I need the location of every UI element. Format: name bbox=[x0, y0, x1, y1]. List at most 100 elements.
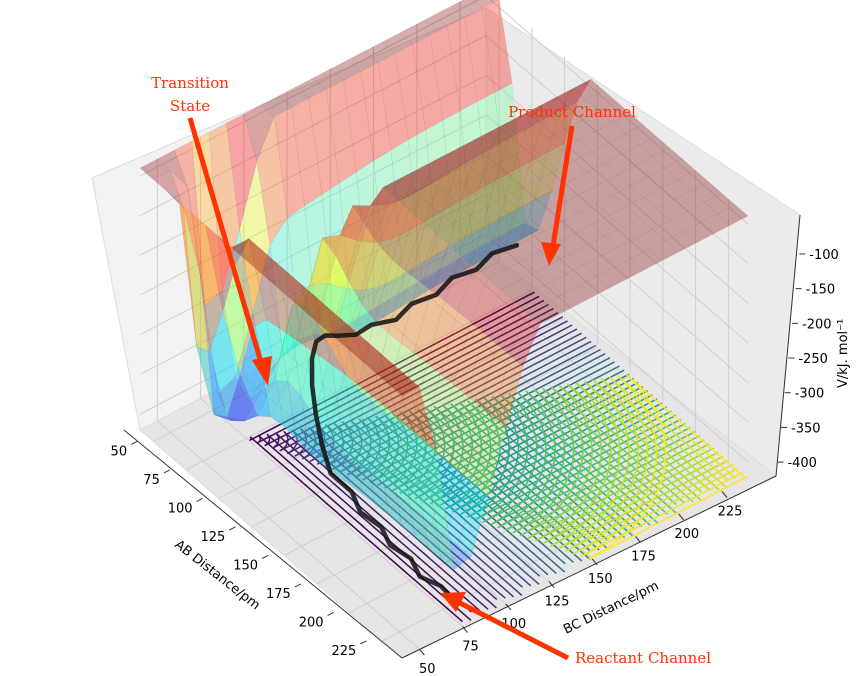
surface-patch bbox=[274, 260, 306, 347]
z-axis-line bbox=[775, 214, 801, 477]
surface-patch bbox=[357, 320, 389, 402]
surface-patch bbox=[304, 237, 336, 325]
surface-patch bbox=[504, 260, 537, 282]
surface-patch bbox=[408, 200, 441, 222]
surface-patch bbox=[405, 441, 437, 513]
contour-ring bbox=[587, 373, 748, 561]
contour-ring bbox=[444, 398, 658, 539]
surface-patch bbox=[573, 78, 605, 100]
surface-patch bbox=[356, 204, 388, 244]
contour-ring bbox=[384, 365, 620, 563]
surface-patch bbox=[625, 124, 657, 146]
trajectory-line bbox=[309, 243, 520, 601]
surface-patch bbox=[621, 217, 654, 239]
x-tick-mark bbox=[360, 640, 367, 645]
x-tick-label: 100 bbox=[168, 501, 193, 516]
surface-patch bbox=[538, 96, 570, 118]
surface-patch bbox=[556, 233, 589, 255]
surface-patch bbox=[530, 137, 562, 159]
y-tick-label: 50 bbox=[419, 662, 436, 676]
surface-patch bbox=[217, 375, 249, 422]
surface-patch bbox=[360, 238, 392, 291]
surface-patch bbox=[270, 272, 302, 294]
surface-patch bbox=[352, 187, 384, 227]
y-tick-mark bbox=[678, 513, 685, 521]
surface-patch bbox=[418, 452, 450, 524]
surface-patch bbox=[608, 133, 640, 155]
surface-patch bbox=[717, 204, 749, 226]
surface-patch bbox=[460, 101, 491, 252]
surface-patch bbox=[386, 289, 418, 308]
surface-patch bbox=[373, 149, 405, 302]
x-tick-label: 175 bbox=[266, 587, 291, 602]
grid-x-125 bbox=[251, 346, 598, 528]
surface-patch bbox=[590, 142, 623, 164]
surface-patch bbox=[257, 261, 289, 283]
surface-patch bbox=[409, 362, 441, 443]
surface-patch bbox=[139, 158, 171, 180]
surface-patch bbox=[457, 266, 489, 323]
surface-patch bbox=[468, 218, 501, 268]
surface-patch bbox=[403, 279, 436, 298]
surface-patch bbox=[414, 522, 446, 549]
surface-patch bbox=[568, 99, 601, 121]
surface-patch bbox=[438, 260, 470, 278]
surface-patch bbox=[205, 224, 237, 312]
contour-ring bbox=[271, 303, 549, 612]
surface-patch bbox=[392, 430, 424, 502]
surface-patch bbox=[370, 394, 402, 527]
surface-patch bbox=[469, 132, 501, 154]
surface-patch bbox=[395, 189, 428, 211]
surface-patch bbox=[546, 100, 579, 154]
surface-patch bbox=[433, 5, 465, 27]
surface-patch bbox=[405, 374, 438, 452]
surface-patch bbox=[375, 363, 407, 385]
surface-patch bbox=[447, 162, 480, 184]
surface-patch bbox=[317, 254, 349, 350]
surface-patch bbox=[396, 352, 428, 432]
surface-patch bbox=[378, 198, 410, 261]
surface-patch bbox=[486, 123, 518, 145]
surface-patch bbox=[244, 249, 276, 271]
surface-patch bbox=[196, 345, 228, 418]
grid-x-100 bbox=[218, 317, 565, 499]
contour-ring bbox=[527, 384, 710, 539]
surface-patch bbox=[669, 210, 701, 232]
surface-patch bbox=[325, 80, 357, 184]
surface-patch bbox=[399, 257, 431, 309]
surface-patch bbox=[639, 208, 671, 230]
surface-patch bbox=[391, 188, 423, 240]
x-axis-ticks: 50 75 100 125 150 175 200 225 bbox=[111, 440, 367, 659]
surface-patch bbox=[260, 95, 292, 117]
annotations: Transition State Product Channel Reactan… bbox=[151, 74, 711, 667]
z-tick-label: -350 bbox=[791, 421, 821, 436]
surface-patch bbox=[586, 90, 618, 112]
surface-patch bbox=[353, 400, 384, 472]
surface-patch bbox=[204, 289, 236, 395]
surface-patch bbox=[487, 269, 519, 291]
surface-patch bbox=[552, 253, 584, 275]
contour-ring bbox=[316, 328, 578, 597]
surface-patch bbox=[473, 185, 506, 207]
y-axis-label: BC Distance/pm bbox=[561, 579, 661, 638]
y-tick-label: 175 bbox=[631, 550, 656, 565]
contour-ring bbox=[572, 376, 738, 555]
contour-ring bbox=[294, 316, 564, 601]
surface-patch bbox=[596, 267, 628, 289]
surface-patch bbox=[699, 213, 732, 235]
surface-patch bbox=[517, 271, 550, 293]
surface-patch bbox=[374, 259, 406, 334]
surface-patch bbox=[438, 141, 471, 180]
surface-patch bbox=[287, 305, 319, 397]
grid-y-50 bbox=[156, 420, 420, 650]
surface-patch bbox=[386, 168, 419, 205]
grid-z--150 bbox=[139, 35, 749, 265]
contour-ring bbox=[256, 295, 540, 621]
surface-patch bbox=[243, 380, 275, 422]
arrow-head-transition-state bbox=[252, 356, 272, 386]
surface-patch bbox=[617, 237, 649, 259]
surface-patch bbox=[395, 220, 427, 280]
x-tick-mark bbox=[130, 440, 138, 445]
surface-patch bbox=[453, 321, 485, 396]
surface-patch bbox=[361, 480, 394, 505]
